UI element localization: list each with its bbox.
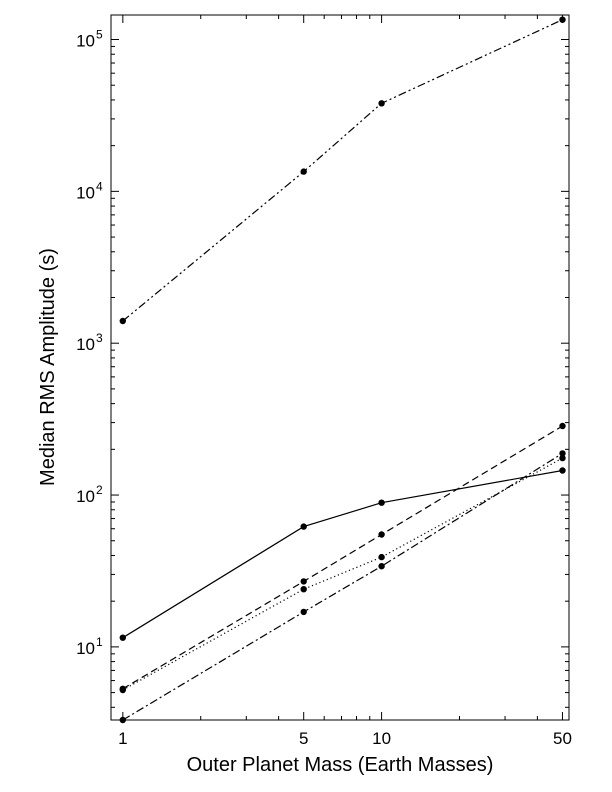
data-point <box>300 168 307 175</box>
data-point <box>300 608 307 616</box>
x-tick-label: 50 <box>553 729 572 748</box>
x-axis-label: Outer Planet Mass (Earth Masses) <box>187 754 494 776</box>
data-point <box>378 531 385 538</box>
series-line-2 <box>122 469 563 639</box>
series-3 <box>119 422 566 692</box>
x-tick-label: 10 <box>372 729 391 748</box>
data-point <box>300 523 307 530</box>
y-tick-exponent: 5 <box>96 28 103 42</box>
series-line-5 <box>122 452 563 721</box>
data-point <box>119 634 127 641</box>
y-axis-label: Median RMS Amplitude (s) <box>37 248 59 486</box>
series-layer <box>119 16 566 724</box>
data-point <box>300 586 307 593</box>
data-point <box>119 686 127 694</box>
x-tick-label: 1 <box>118 729 127 748</box>
series-4 <box>119 454 566 694</box>
y-tick-exponent: 2 <box>96 483 103 497</box>
y-tick-label: 10 <box>76 32 95 51</box>
series-line-1 <box>122 19 563 322</box>
y-tick-exponent: 4 <box>96 179 103 193</box>
data-point <box>119 317 127 325</box>
data-point <box>559 450 566 457</box>
data-point <box>378 499 385 506</box>
x-tick-label: 5 <box>299 729 308 748</box>
plot-frame <box>110 14 570 721</box>
y-tick-exponent: 1 <box>96 635 103 649</box>
series-1 <box>119 16 566 325</box>
data-point <box>378 553 385 561</box>
series-line-4 <box>122 457 563 691</box>
series-line-3 <box>122 425 563 690</box>
data-point <box>300 578 307 585</box>
data-point <box>559 467 566 474</box>
data-point <box>559 454 566 462</box>
data-point <box>378 100 385 107</box>
series-2 <box>119 467 566 641</box>
data-point <box>378 563 385 570</box>
y-tick-label: 10 <box>76 183 95 202</box>
series-5 <box>119 450 566 724</box>
y-tick-label: 10 <box>76 639 95 658</box>
data-point <box>559 422 566 430</box>
y-tick-exponent: 3 <box>96 331 103 345</box>
y-tick-label: 10 <box>76 335 95 354</box>
y-tick-label: 10 <box>76 487 95 506</box>
